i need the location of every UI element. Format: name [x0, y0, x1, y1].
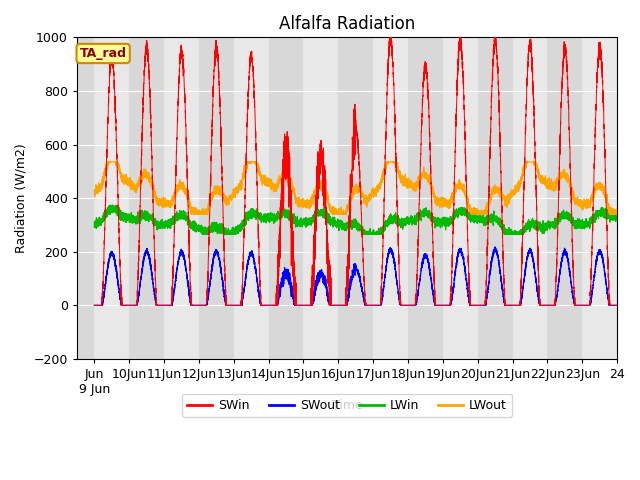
- X-axis label: Time: Time: [332, 399, 362, 412]
- Bar: [582, 37, 617, 359]
- Legend: SWin, SWout, LWin, LWout: SWin, SWout, LWin, LWout: [182, 394, 512, 417]
- Bar: [373, 37, 408, 359]
- Bar: [269, 37, 303, 359]
- Bar: [339, 37, 373, 359]
- Bar: [617, 37, 640, 359]
- Bar: [513, 37, 547, 359]
- Bar: [477, 37, 513, 359]
- Bar: [129, 37, 164, 359]
- Bar: [443, 37, 477, 359]
- Text: TA_rad: TA_rad: [79, 47, 127, 60]
- Title: Alfalfa Radiation: Alfalfa Radiation: [279, 15, 415, 33]
- Bar: [60, 37, 94, 359]
- Bar: [199, 37, 234, 359]
- Bar: [303, 37, 339, 359]
- Bar: [547, 37, 582, 359]
- Bar: [164, 37, 199, 359]
- Bar: [234, 37, 269, 359]
- Bar: [94, 37, 129, 359]
- Y-axis label: Radiation (W/m2): Radiation (W/m2): [15, 143, 28, 253]
- Bar: [408, 37, 443, 359]
